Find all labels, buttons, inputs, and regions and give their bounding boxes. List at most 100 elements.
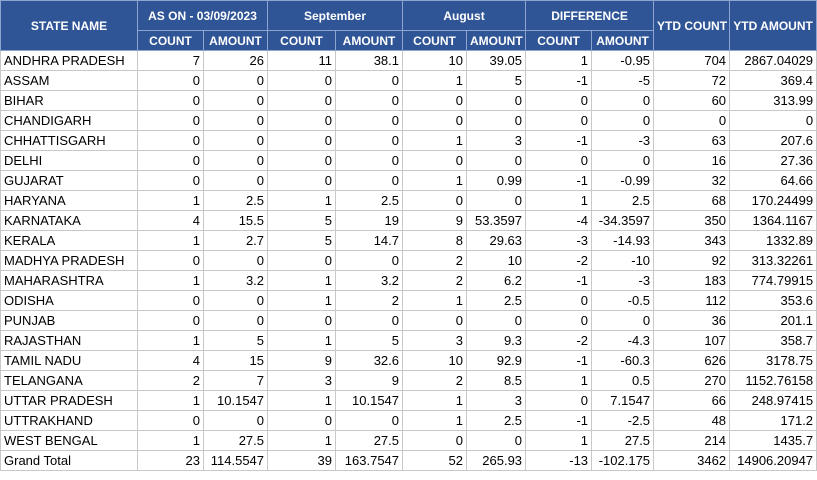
difference-amount-cell: -60.3 bbox=[591, 350, 655, 371]
as-on-amount-cell: 0 bbox=[202, 410, 269, 431]
ytd-count-cell: 36 bbox=[653, 310, 731, 331]
september-count-cell: 3 bbox=[267, 370, 337, 391]
august-count-cell: 0 bbox=[402, 190, 468, 211]
ytd-amount-cell: 14906.20947 bbox=[729, 450, 817, 471]
ytd-amount-cell: 248.97415 bbox=[729, 390, 817, 411]
august-amount-cell: 53.3597 bbox=[466, 210, 527, 231]
state-name-cell: PUNJAB bbox=[0, 310, 138, 331]
difference-count-cell: 0 bbox=[525, 310, 593, 331]
ytd-count-cell: 16 bbox=[653, 150, 731, 171]
difference-amount-cell: -0.99 bbox=[591, 170, 655, 191]
ytd-amount-cell: 1332.89 bbox=[729, 230, 817, 251]
august-count-cell: 3 bbox=[402, 330, 468, 351]
ytd-amount-cell: 2867.04029 bbox=[729, 50, 817, 71]
august-amount-cell: 2.5 bbox=[466, 290, 527, 311]
difference-amount-cell: 0 bbox=[591, 90, 655, 111]
ytd-amount-cell: 1152.76158 bbox=[729, 370, 817, 391]
ytd-count-cell: 626 bbox=[653, 350, 731, 371]
august-amount-cell: 3 bbox=[466, 390, 527, 411]
august-amount-cell: 0 bbox=[466, 190, 527, 211]
state-name-cell: HARYANA bbox=[0, 190, 138, 211]
ytd-count-cell: 214 bbox=[653, 430, 731, 451]
ytd-count-cell: 270 bbox=[653, 370, 731, 391]
august-count-cell: 0 bbox=[402, 150, 468, 171]
as-on-count-cell: 0 bbox=[137, 70, 204, 91]
state-name-cell: WEST BENGAL bbox=[0, 430, 138, 451]
difference-amount-cell: -2.5 bbox=[591, 410, 655, 431]
difference-count-cell: -1 bbox=[525, 130, 593, 151]
ytd-amount-cell: 201.1 bbox=[729, 310, 817, 331]
difference-count-cell: -13 bbox=[525, 450, 593, 471]
as-on-amount-cell: 0 bbox=[202, 130, 269, 151]
august-amount-cell: 5 bbox=[466, 70, 527, 91]
august-count-cell: 1 bbox=[402, 410, 468, 431]
ytd-count-cell: 63 bbox=[653, 130, 731, 151]
as-on-amount-cell: 0 bbox=[202, 70, 269, 91]
september-count-cell: 0 bbox=[267, 110, 337, 131]
august-amount-cell: 265.93 bbox=[466, 450, 527, 471]
august-count-cell: 2 bbox=[402, 370, 468, 391]
ytd-amount-cell: 1435.7 bbox=[729, 430, 817, 451]
difference-amount-cell: -0.5 bbox=[591, 290, 655, 311]
ytd-count-cell: 72 bbox=[653, 70, 731, 91]
august-count-cell: 10 bbox=[402, 350, 468, 371]
difference-amount-cell: -14.93 bbox=[591, 230, 655, 251]
august-count-cell: 2 bbox=[402, 250, 468, 271]
september-amount-cell: 0 bbox=[335, 110, 404, 131]
table-row: RAJASTHAN 1 5 1 5 3 9.3 -2 -4.3 107 358.7 bbox=[0, 330, 817, 351]
august-count-cell: 1 bbox=[402, 70, 468, 91]
august-count-cell: 1 bbox=[402, 170, 468, 191]
table-row: CHHATTISGARH 0 0 0 0 1 3 -1 -3 63 207.6 bbox=[0, 130, 817, 151]
august-amount-cell: 0 bbox=[466, 110, 527, 131]
august-amount-cell: 10 bbox=[466, 250, 527, 271]
difference-count-cell: 0 bbox=[525, 110, 593, 131]
ytd-count-cell: 48 bbox=[653, 410, 731, 431]
state-name-cell: ANDHRA PRADESH bbox=[0, 50, 138, 71]
september-amount-cell: 0 bbox=[335, 150, 404, 171]
september-count-cell: 1 bbox=[267, 430, 337, 451]
as-on-count-cell: 0 bbox=[137, 170, 204, 191]
difference-count-header: COUNT bbox=[525, 30, 593, 51]
difference-header: DIFFERENCE bbox=[525, 0, 655, 31]
august-amount-cell: 29.63 bbox=[466, 230, 527, 251]
ytd-count-cell: 183 bbox=[653, 270, 731, 291]
table-row: CHANDIGARH 0 0 0 0 0 0 0 0 0 0 bbox=[0, 110, 817, 131]
september-amount-cell: 38.1 bbox=[335, 50, 404, 71]
september-count-cell: 1 bbox=[267, 330, 337, 351]
as-on-amount-cell: 7 bbox=[202, 370, 269, 391]
difference-count-cell: 1 bbox=[525, 370, 593, 391]
difference-count-cell: -1 bbox=[525, 170, 593, 191]
state-name-cell: BIHAR bbox=[0, 90, 138, 111]
as-on-count-cell: 0 bbox=[137, 150, 204, 171]
as-on-header: AS ON - 03/09/2023 bbox=[136, 0, 269, 31]
as-on-amount-cell: 2.5 bbox=[202, 190, 269, 211]
difference-count-cell: -1 bbox=[525, 270, 593, 291]
august-count-cell: 1 bbox=[402, 130, 468, 151]
grand-total-row: Grand Total 23 114.5547 39 163.7547 52 265.93-… bbox=[0, 450, 817, 471]
august-amount-cell: 0 bbox=[466, 310, 527, 331]
as-on-amount-header: AMOUNT bbox=[202, 30, 269, 51]
august-amount-header: AMOUNT bbox=[466, 30, 527, 51]
ytd-amount-cell: 207.6 bbox=[729, 130, 817, 151]
september-count-cell: 0 bbox=[267, 70, 337, 91]
september-amount-cell: 0 bbox=[335, 310, 404, 331]
state-name-cell: MAHARASHTRA bbox=[0, 270, 138, 291]
as-on-count-cell: 2 bbox=[137, 370, 204, 391]
as-on-amount-cell: 0 bbox=[202, 310, 269, 331]
september-count-cell: 1 bbox=[267, 390, 337, 411]
ytd-count-header: YTD COUNT bbox=[653, 0, 731, 51]
august-amount-cell: 0 bbox=[466, 150, 527, 171]
august-amount-cell: 0 bbox=[466, 430, 527, 451]
state-name-cell: UTTAR PRADESH bbox=[0, 390, 138, 411]
september-count-cell: 1 bbox=[267, 190, 337, 211]
table-row: KARNATAKA 4 15.5 5 19 9 53.3597 -4 -34.3597 350 13… bbox=[0, 210, 817, 231]
as-on-count-cell: 0 bbox=[137, 290, 204, 311]
state-name-cell: DELHI bbox=[0, 150, 138, 171]
state-name-cell: ASSAM bbox=[0, 70, 138, 91]
table-row: MADHYA PRADESH 0 0 0 0 2 10 -2 -10 92 313.32261 bbox=[0, 250, 817, 271]
september-count-cell: 0 bbox=[267, 310, 337, 331]
table-header: STATE NAME AS ON - 03/09/2023 September … bbox=[0, 0, 817, 51]
september-amount-cell: 5 bbox=[335, 330, 404, 351]
difference-count-cell: -3 bbox=[525, 230, 593, 251]
august-count-cell: 1 bbox=[402, 390, 468, 411]
